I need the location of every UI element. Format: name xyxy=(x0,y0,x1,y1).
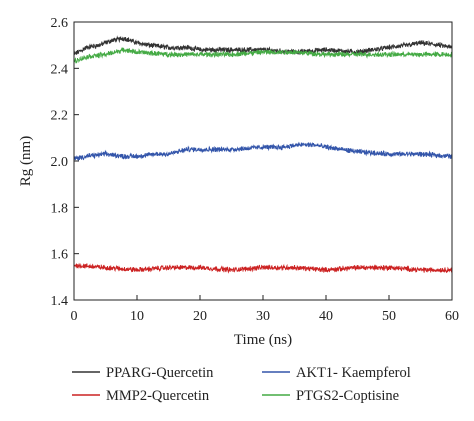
plot-lines xyxy=(73,35,453,274)
series-line-ptgs2-coptisine xyxy=(73,47,453,64)
x-tick-label: 60 xyxy=(445,309,459,324)
y-tick-label: 2.4 xyxy=(51,62,69,77)
y-tick-label: 1.6 xyxy=(51,248,69,263)
series-line-mmp2-quercetin xyxy=(73,262,453,274)
legend: PPARG-Quercetin MMP2-Quercetin AKT1- Kae… xyxy=(72,365,411,404)
x-tick-label: 30 xyxy=(256,309,270,324)
x-tick-label: 40 xyxy=(319,309,333,324)
legend-label-ptgs2-coptisine: PTGS2-Coptisine xyxy=(296,388,399,404)
x-axis: 0 10 20 30 40 50 60 xyxy=(71,295,459,324)
y-tick-label: 2.2 xyxy=(51,109,69,124)
legend-label-pparg-quercetin: PPARG-Quercetin xyxy=(106,365,214,381)
x-tick-label: 0 xyxy=(71,309,78,324)
series-line-akt1-kaempferol xyxy=(73,141,453,161)
x-tick-label: 20 xyxy=(193,309,207,324)
y-tick-label: 1.4 xyxy=(51,294,69,309)
plot-frame xyxy=(73,21,453,301)
legend-label-akt1-kaempferol: AKT1- Kaempferol xyxy=(296,365,411,381)
x-axis-title: Time (ns) xyxy=(234,332,292,348)
y-tick-label: 2.0 xyxy=(51,155,69,170)
legend-label-mmp2-quercetin: MMP2-Quercetin xyxy=(106,388,210,404)
x-tick-label: 10 xyxy=(130,309,144,324)
series-line-pparg-quercetin xyxy=(73,35,453,56)
y-axis: 1.4 1.6 1.8 2.0 2.2 2.4 2.6 xyxy=(51,16,79,309)
y-tick-label: 2.6 xyxy=(51,16,69,31)
y-axis-title: Rg (nm) xyxy=(18,136,34,186)
y-tick-label: 1.8 xyxy=(51,201,69,216)
x-tick-label: 50 xyxy=(382,309,396,324)
